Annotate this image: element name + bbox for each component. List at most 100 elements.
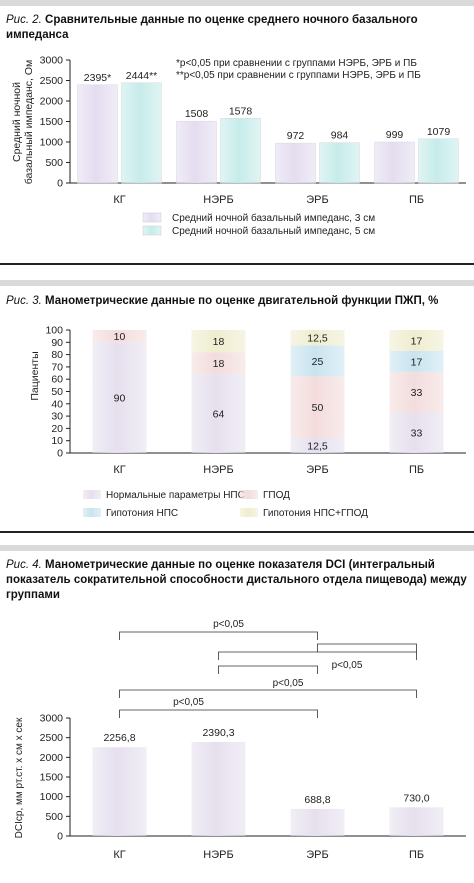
fig2-y-tick-label: 3000: [40, 55, 64, 67]
fig3-legend-swatch: [240, 490, 258, 499]
fig3-bar-segment-hypotonia-gpod: [389, 330, 444, 351]
fig4-y-axis-title: DCIср, мм рт.ст. x см x сек: [14, 717, 25, 838]
fig2-bar-5cm: [319, 142, 360, 184]
fig3-segment-label: 10: [114, 331, 126, 343]
fig4-y-tick-label: 0: [57, 831, 63, 843]
fig2-bar-value-label: 1508: [185, 108, 209, 120]
fig4-bar: [191, 741, 246, 836]
fig3-caption-prefix: Рис. 3.: [6, 295, 42, 307]
fig3-bar-segment-normal: [92, 342, 147, 453]
fig4-bar-value-label: 2256,8: [103, 732, 135, 744]
fig4-y-tick-label: 2000: [40, 752, 64, 764]
fig3-segment-label: 64: [213, 409, 225, 421]
fig3-top-bar: [0, 280, 474, 286]
fig2-legend-label: Средний ночной базальный импеданс, 5 см: [172, 225, 375, 237]
fig3-legend-label: Гипотония НПС+ГПОД: [263, 508, 368, 519]
fig2-bar-value-label: 972: [287, 130, 305, 142]
fig4-bracket: [218, 651, 417, 660]
fig4-top-bar: [0, 545, 474, 551]
fig3-segment-label: 12,5: [307, 333, 328, 345]
fig2-caption-text: Сравнительные данные по оценке среднего …: [6, 14, 418, 41]
fig3-segment-label: 17: [411, 335, 423, 347]
fig3-y-tick-label: 60: [51, 374, 63, 386]
fig2-caption-prefix: Рис. 2.: [6, 14, 42, 26]
fig2-category-label: ЭРБ: [306, 194, 328, 206]
fig2-y-tick-label: 1500: [40, 116, 64, 128]
fig3-category-label: ЭРБ: [306, 464, 328, 476]
fig4-y-tick-label: 1000: [40, 791, 64, 803]
fig2-caption: Рис. 2. Сравнительные данные по оценке с…: [6, 13, 468, 43]
fig3-category-label: КГ: [113, 464, 125, 476]
fig3-bar-segment-hypotonia-gpod: [290, 330, 345, 346]
fig2-y-tick-label: 2500: [40, 75, 64, 87]
fig2-category-label: ПБ: [409, 194, 424, 206]
fig4-bracket: [317, 643, 417, 652]
fig2-bar-value-label: 2395*: [84, 72, 111, 84]
fig2-legend-label: Средний ночной базальный импеданс, 3 см: [172, 212, 375, 224]
fig3-segment-label: 18: [213, 336, 225, 348]
fig3-segment-label: 90: [114, 393, 126, 405]
fig3-y-tick-label: 80: [51, 349, 63, 361]
fig3-category-label: ПБ: [409, 464, 424, 476]
fig2-bar-value-label: 999: [386, 129, 404, 141]
fig3-bar-segment-normal: [191, 374, 246, 453]
fig3-segment-label: 18: [213, 358, 225, 370]
fig4-category-label: КГ: [113, 849, 125, 861]
fig2-y-tick-label: 1000: [40, 137, 64, 149]
fig3-separator: [0, 531, 474, 533]
fig4-caption-text: Манометрические данные по оценке показат…: [6, 559, 467, 601]
fig3-legend-swatch: [83, 490, 101, 499]
fig2-legend-swatch: [142, 225, 162, 236]
fig2-y-tick-label: 0: [57, 178, 63, 190]
fig3-segment-label: 33: [411, 387, 423, 399]
fig3-bar-segment-gpod: [191, 352, 246, 375]
fig2-separator: [0, 263, 474, 265]
fig4-caption-prefix: Рис. 4.: [6, 559, 42, 571]
fig4-category-label: ЭРБ: [306, 849, 328, 861]
fig3-y-tick-label: 10: [51, 435, 63, 447]
fig3-bar-segment-hypotonia: [290, 345, 345, 377]
fig3-y-tick-label: 20: [51, 423, 63, 435]
fig3-segment-label: 50: [312, 402, 324, 414]
fig2-note: *p<0,05 при сравнении с группами НЭРБ, Э…: [176, 58, 417, 69]
fig2-bar-5cm: [220, 118, 261, 184]
fig3-category-label: НЭРБ: [203, 464, 233, 476]
fig4-caption: Рис. 4. Манометрические данные по оценке…: [6, 558, 468, 603]
fig4-y-tick-label: 1500: [40, 772, 64, 784]
fig3-y-tick-label: 100: [45, 325, 63, 337]
fig3-caption-text: Манометрические данные по оценке двигате…: [45, 295, 439, 307]
fig3-y-tick-label: 30: [51, 411, 63, 423]
fig3-y-tick-label: 40: [51, 398, 63, 410]
fig2-y-tick-label: 500: [45, 157, 63, 169]
fig3-legend-label: Гипотония НПС: [106, 508, 178, 519]
fig4-category-label: НЭРБ: [203, 849, 233, 861]
fig4-chart: 0 500 1000 1500 2000 2500 3000 DCIср, мм рт.ст.…: [14, 619, 466, 861]
fig3-legend-label: ГПОД: [263, 490, 290, 501]
fig4-bracket: [119, 689, 417, 698]
fig3-bar-segment-normal: [290, 437, 345, 453]
fig4-bracket-label: p<0,05: [332, 660, 363, 671]
fig3-bar-segment-normal: [389, 412, 444, 453]
fig2-y-axis-title: Средний ночнойбазальный импеданс, Ом: [11, 60, 35, 185]
fig3-y-tick-label: 0: [57, 448, 63, 460]
fig2-bar-3cm: [275, 142, 316, 184]
fig2-bar-3cm: [374, 141, 415, 184]
fig3-segment-label: 12,5: [307, 440, 328, 452]
fig4-bracket: [119, 631, 318, 640]
fig2-note: **p<0,05 при сравнении с группами НЭРБ, …: [176, 70, 421, 81]
fig2-bar-value-label: 1578: [229, 105, 253, 117]
fig4-y-tick-label: 3000: [40, 713, 64, 725]
fig2-legend-swatch: [142, 212, 162, 223]
fig4-bracket-label: p<0,05: [273, 678, 304, 689]
fig3-bar-segment-gpod: [290, 376, 345, 438]
fig4-bracket: [119, 709, 318, 718]
fig4-bar: [290, 808, 345, 836]
fig4-bar-value-label: 730,0: [403, 792, 429, 804]
fig2-bar-value-label: 2444**: [126, 70, 158, 82]
fig4-category-label: ПБ: [409, 849, 424, 861]
fig2-y-tick-label: 2000: [40, 96, 64, 108]
fig3-legend-label: Нормальные параметры НПС: [106, 490, 245, 501]
fig3-segment-label: 17: [411, 356, 423, 368]
fig3-y-tick-label: 90: [51, 337, 63, 349]
